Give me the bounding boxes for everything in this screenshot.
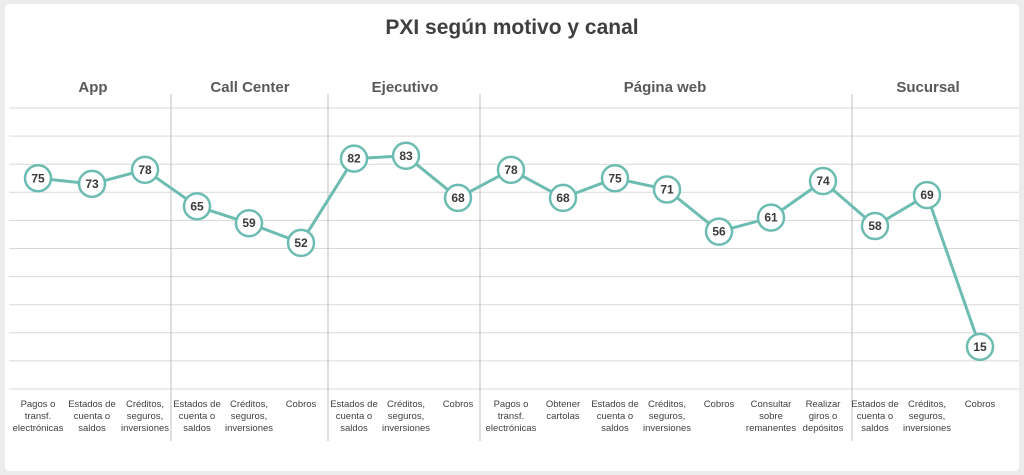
x-tick-label: Estados de cuenta o saldos bbox=[173, 399, 221, 434]
data-point bbox=[965, 332, 995, 362]
x-tick-label: Créditos, seguros, inversiones bbox=[225, 399, 273, 434]
data-point bbox=[496, 155, 526, 185]
data-label: 61 bbox=[764, 211, 778, 225]
data-label: 82 bbox=[347, 152, 361, 166]
group-label: Call Center bbox=[210, 79, 289, 96]
data-point bbox=[443, 183, 473, 213]
x-tick-label: Créditos, seguros, inversiones bbox=[903, 399, 951, 434]
data-label: 83 bbox=[399, 149, 413, 163]
x-tick-label: Pagos o transf. electrónicas bbox=[486, 399, 537, 434]
data-label: 15 bbox=[973, 340, 987, 354]
data-point bbox=[548, 183, 578, 213]
group-labels: App Call Center Ejecutivo Página web Sucursa… bbox=[78, 79, 959, 96]
x-tick-label: Créditos, seguros, inversiones bbox=[121, 399, 169, 434]
data-point bbox=[652, 175, 682, 204]
data-point bbox=[860, 211, 890, 241]
x-tick-label: Estados de cuenta o saldos bbox=[591, 399, 639, 434]
data-point bbox=[600, 164, 630, 193]
x-tick-label: Cobros bbox=[704, 399, 735, 410]
x-tick-label: Cobros bbox=[965, 399, 996, 410]
data-label: 68 bbox=[451, 191, 465, 205]
x-tick-label: Créditos, seguros, inversiones bbox=[382, 399, 430, 434]
series-line bbox=[37, 154, 982, 348]
x-tick-label: Estados de cuenta o saldos bbox=[68, 399, 116, 434]
data-label: 65 bbox=[190, 199, 204, 213]
series-line-layer bbox=[37, 154, 982, 348]
gridlines bbox=[9, 107, 1019, 390]
group-label: Ejecutivo bbox=[372, 79, 439, 96]
chart-title: PXI según motivo y canal bbox=[385, 16, 638, 39]
data-label: 78 bbox=[504, 163, 518, 177]
data-label: 52 bbox=[294, 236, 308, 250]
chart-card: PXI según motivo y canal App Call Center E… bbox=[5, 4, 1019, 471]
data-label: 71 bbox=[660, 182, 674, 196]
data-point bbox=[286, 228, 316, 258]
x-tick-label: Obtener cartolas bbox=[546, 399, 580, 422]
x-tick-label: Cobros bbox=[286, 399, 317, 410]
x-tick-label: Estados de cuenta o saldos bbox=[851, 399, 899, 434]
data-points: 75 73 78 65 59 52 82 83 68 78 68 75 71 56 61 74 58 69 15 bbox=[23, 141, 995, 362]
data-label: 59 bbox=[242, 216, 256, 230]
group-label: Página web bbox=[624, 79, 707, 96]
data-point bbox=[182, 192, 212, 221]
data-point bbox=[808, 166, 838, 196]
data-label: 58 bbox=[868, 219, 882, 233]
x-tick-label: Cobros bbox=[443, 399, 474, 410]
x-tick-label: Créditos, seguros, inversiones bbox=[643, 399, 691, 434]
data-point bbox=[77, 169, 107, 199]
x-tick-label: Realizar giros o depósitos bbox=[803, 399, 844, 434]
group-separators bbox=[170, 94, 853, 441]
data-label: 56 bbox=[712, 225, 726, 239]
data-point bbox=[912, 180, 942, 210]
data-label: 75 bbox=[608, 171, 622, 185]
data-point bbox=[234, 208, 264, 238]
x-tick-label: Estados de cuenta o saldos bbox=[330, 399, 378, 434]
x-tick-label: Consultar sobre remanentes bbox=[746, 399, 796, 434]
group-label: Sucursal bbox=[896, 79, 959, 96]
data-label: 68 bbox=[556, 191, 570, 205]
data-label: 74 bbox=[816, 174, 830, 188]
data-point bbox=[130, 155, 160, 185]
x-tick-label: Pagos o transf. electrónicas bbox=[13, 399, 64, 434]
data-point bbox=[391, 141, 421, 171]
group-label: App bbox=[78, 79, 107, 96]
pxi-line-chart: PXI según motivo y canal App Call Center E… bbox=[9, 16, 1019, 441]
data-point bbox=[704, 217, 734, 246]
data-point bbox=[756, 203, 786, 232]
data-label: 69 bbox=[920, 188, 934, 202]
data-point bbox=[23, 164, 53, 193]
data-label: 78 bbox=[138, 163, 152, 177]
data-point bbox=[339, 144, 369, 173]
data-label: 75 bbox=[31, 171, 45, 185]
data-label: 73 bbox=[85, 177, 99, 191]
